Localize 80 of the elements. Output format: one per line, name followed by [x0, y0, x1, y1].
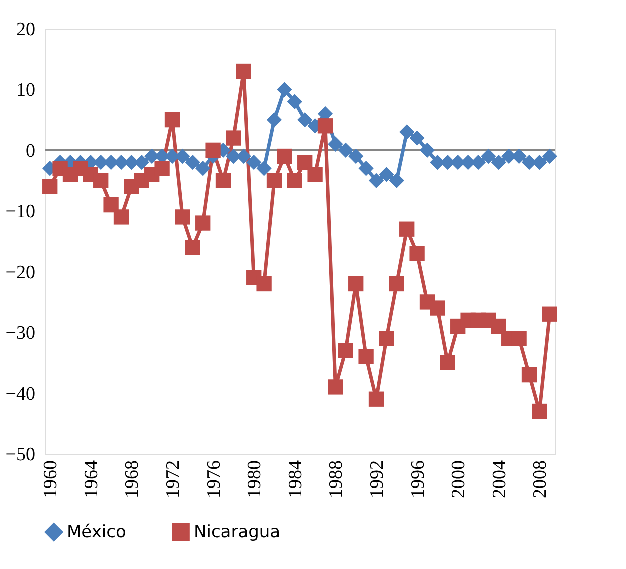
point	[226, 130, 242, 146]
point	[216, 173, 232, 188]
point	[318, 118, 334, 134]
x-tick-label: 2004	[489, 460, 510, 498]
point	[440, 355, 456, 371]
y-tick-label: −50	[6, 444, 36, 466]
point	[277, 148, 292, 164]
x-tick-label: 1984	[285, 460, 306, 498]
x-tick-label: 1964	[81, 460, 102, 498]
x-tick-label: 1988	[326, 460, 348, 498]
point	[430, 300, 446, 316]
y-tick-label: 0	[26, 140, 36, 162]
point	[164, 112, 180, 128]
point	[542, 148, 558, 164]
point	[277, 82, 292, 98]
point	[368, 392, 384, 407]
legend-label: Nicaragua	[194, 522, 281, 542]
point	[298, 112, 313, 128]
point	[287, 173, 302, 188]
point	[491, 318, 506, 334]
point	[328, 380, 344, 395]
x-tick-label: 1968	[122, 460, 144, 498]
y-tick-label: −30	[6, 323, 36, 344]
point	[389, 173, 404, 188]
y-tick-label: −20	[6, 262, 36, 284]
x-tick-label: 1976	[204, 460, 225, 498]
point	[420, 142, 436, 158]
point	[114, 210, 130, 225]
x-tick-label: 1992	[367, 460, 388, 498]
point	[542, 306, 558, 322]
point	[379, 167, 394, 182]
point	[410, 130, 425, 146]
point	[104, 197, 119, 213]
x-tick-label: 2008	[530, 460, 552, 498]
point	[266, 173, 282, 188]
point	[94, 173, 109, 188]
point	[328, 136, 344, 152]
point	[338, 343, 354, 358]
point	[410, 246, 425, 262]
point	[185, 240, 200, 256]
point	[308, 167, 323, 182]
point	[358, 349, 374, 364]
point	[379, 331, 394, 346]
point	[185, 154, 200, 170]
point	[206, 142, 221, 158]
point	[348, 276, 364, 292]
point	[481, 148, 496, 164]
point	[256, 161, 272, 176]
point	[338, 142, 354, 158]
x-tick-label: 1996	[408, 460, 429, 498]
point	[298, 154, 313, 170]
legend-label: México	[67, 522, 126, 542]
point	[246, 154, 262, 170]
point	[196, 161, 211, 176]
x-tick-label: 2000	[448, 460, 470, 498]
point	[175, 210, 190, 225]
point	[236, 64, 252, 80]
point	[400, 124, 415, 140]
point	[512, 331, 527, 346]
point	[400, 222, 415, 237]
point	[256, 276, 272, 292]
point	[358, 161, 374, 176]
point	[368, 173, 384, 188]
point	[287, 94, 302, 110]
y-tick-label: −40	[6, 384, 36, 405]
y-tick-label: 20	[16, 20, 36, 40]
point	[42, 179, 58, 194]
point	[196, 216, 211, 231]
x-tick-label: 1980	[244, 460, 266, 498]
y-tick-label: 10	[16, 80, 36, 102]
point	[266, 112, 282, 128]
point	[522, 367, 538, 383]
point	[389, 276, 404, 292]
y-tick-label: −10	[6, 202, 36, 223]
point	[491, 154, 506, 170]
point	[532, 404, 548, 420]
x-tick-label: 1960	[40, 460, 62, 498]
x-tick-label: 1972	[163, 460, 184, 498]
point	[348, 148, 364, 164]
point	[154, 161, 170, 176]
